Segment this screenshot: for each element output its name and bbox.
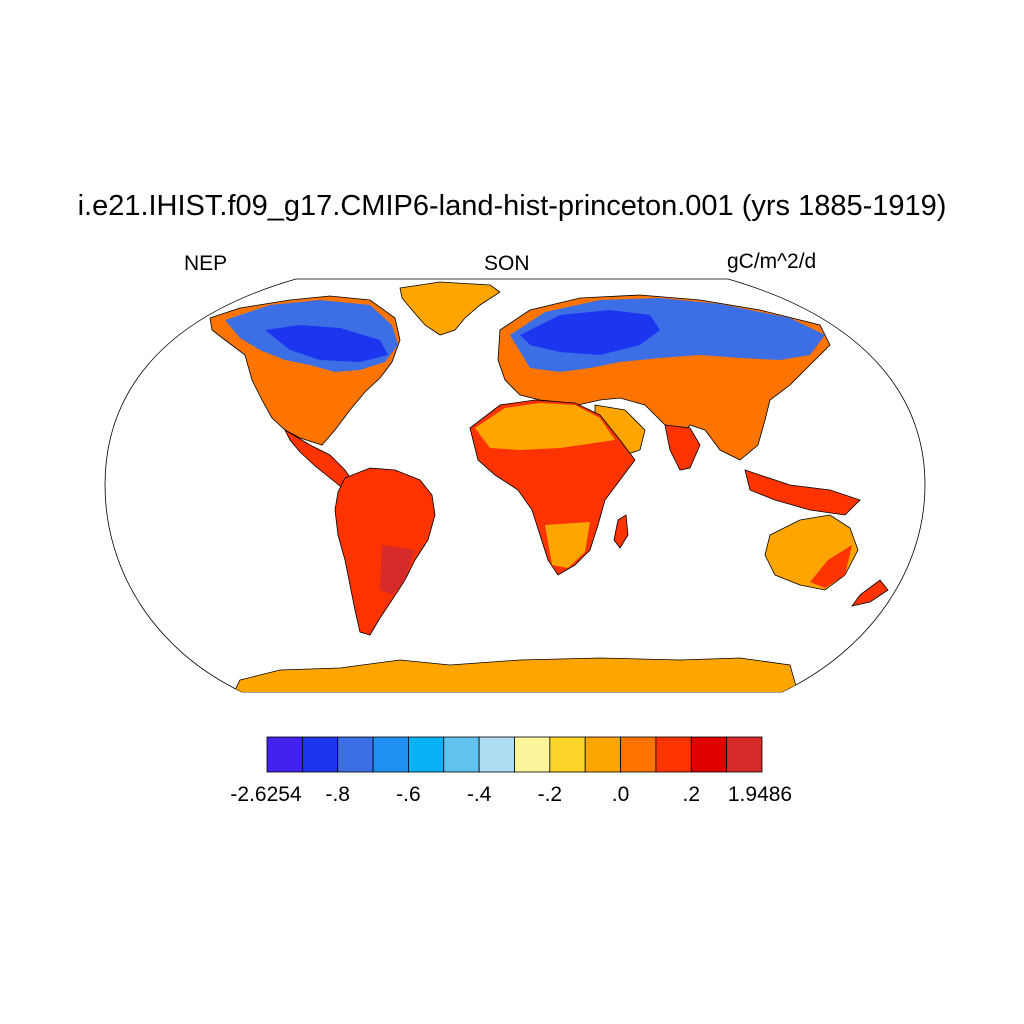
india-land <box>664 424 701 471</box>
colorbar-label: -.4 <box>466 783 492 806</box>
variable-label: NEP <box>184 252 228 275</box>
new-zealand-land <box>851 579 889 607</box>
colorbar-box <box>620 736 657 773</box>
greenland-land <box>399 281 501 336</box>
colorbar-box <box>726 736 763 773</box>
eurasia-deep-blue <box>520 310 660 355</box>
colorbar-box <box>443 736 480 773</box>
colorbar-label: -.2 <box>537 783 563 806</box>
units-label: gC/m^2/d <box>727 250 817 273</box>
colorbar-box <box>266 736 303 773</box>
colorbar-label: 1.9486 <box>727 783 793 806</box>
colorbar-label: .2 <box>682 783 701 806</box>
sahara-region <box>475 403 615 450</box>
south-america-dark <box>380 545 415 595</box>
antarctica-land <box>229 657 801 692</box>
colorbar-box <box>690 736 728 773</box>
colorbar-label: -.8 <box>325 783 350 806</box>
colorbar-box <box>584 736 621 773</box>
australia-rim <box>810 545 852 588</box>
colorbar-box <box>549 736 586 773</box>
colorbar-box <box>372 736 409 773</box>
season-label: SON <box>484 252 530 275</box>
southeast-asia-islands <box>744 469 861 516</box>
colorbar-box <box>301 736 339 773</box>
colorbar-label: -.6 <box>396 783 421 806</box>
colorbar-box <box>408 736 445 773</box>
colorbar-box <box>514 736 551 773</box>
colorbar-box <box>655 736 692 773</box>
colorbar-box <box>478 736 515 773</box>
north-america-deep-blue <box>265 325 388 362</box>
colorbar-label: .0 <box>611 783 630 806</box>
plot-title: i.e21.IHIST.f09_g17.CMIP6-land-hist-prin… <box>77 190 947 222</box>
southern-africa-region <box>545 522 590 568</box>
madagascar-land <box>613 514 629 549</box>
colorbar-label: -2.6254 <box>230 783 302 806</box>
colorbar-box <box>337 736 374 773</box>
